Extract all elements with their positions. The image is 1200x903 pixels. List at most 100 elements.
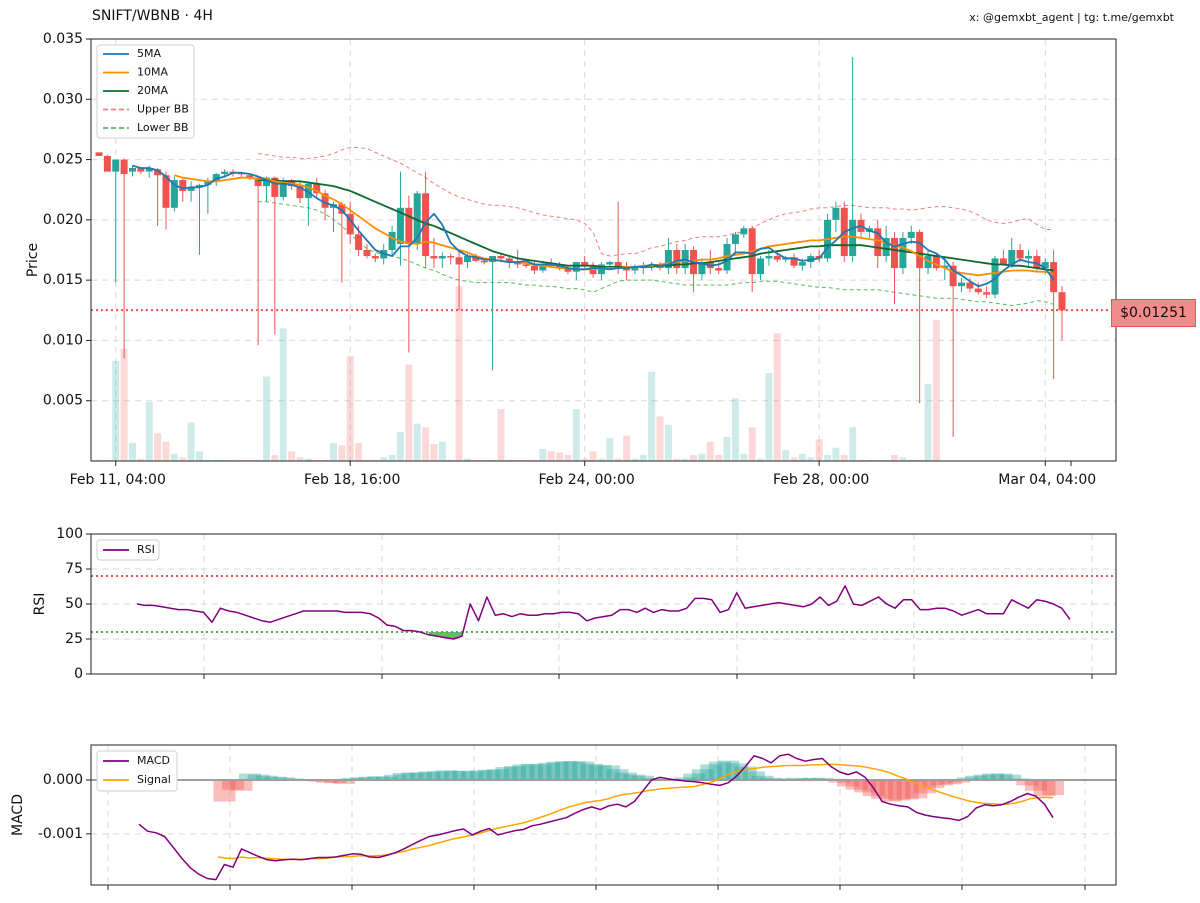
volume-bar (355, 442, 363, 461)
macd-histogram-bar (589, 764, 612, 780)
volume-bar (237, 459, 245, 461)
candle-body (731, 234, 739, 244)
macd-histogram-bar (990, 773, 1013, 780)
macd-histogram-bar (614, 772, 637, 780)
candle-body (673, 250, 681, 269)
macd-histogram-bar (930, 780, 953, 786)
candle-body (698, 262, 706, 275)
macd-panel-bg (91, 745, 1116, 885)
volume-bar (170, 453, 178, 461)
candle-body (1016, 250, 1024, 259)
macd-histogram-bar (965, 775, 988, 780)
volume-bar (212, 459, 220, 461)
volume-bar (179, 457, 187, 461)
volume-bar (882, 459, 890, 461)
candle-body (145, 168, 153, 172)
volume-bar (589, 451, 597, 461)
volume-bar (840, 454, 848, 461)
macd-histogram-bar (743, 771, 766, 780)
macd-histogram-bar (358, 776, 381, 780)
candle-body (991, 258, 999, 295)
candle-body (254, 177, 262, 187)
rsi-ytick-label: 0 (74, 666, 83, 682)
volume-bar (405, 364, 413, 461)
macd-histogram-bar (683, 773, 706, 780)
candle-body (790, 257, 798, 266)
candle-body (882, 237, 890, 257)
volume-bar (288, 451, 296, 461)
volume-bar (798, 453, 806, 461)
volume-bar (388, 454, 396, 461)
macd-histogram-bar (392, 773, 415, 780)
macd-histogram-bar (879, 780, 902, 802)
volume-bar (899, 457, 907, 461)
candle-body (313, 183, 321, 194)
volume-bar (673, 458, 681, 461)
macd-histogram-bar (401, 772, 424, 780)
candle-body (95, 152, 103, 156)
candle-body (413, 193, 421, 244)
macd-histogram-bar (452, 770, 475, 780)
candle-body (1008, 250, 1016, 265)
candle-body (539, 264, 547, 271)
volume-bar (547, 451, 555, 461)
candle-body (179, 180, 187, 191)
macd-panel-frame (90, 744, 1117, 886)
candle-body (522, 264, 530, 266)
candle-body (497, 256, 505, 259)
candle-body (455, 257, 463, 265)
macd-histogram-bar (409, 772, 432, 780)
volume-bar (505, 459, 513, 461)
candle-body (447, 256, 455, 258)
volume-bar (865, 459, 873, 461)
candle-body (891, 237, 899, 269)
macd-histogram-bar (811, 777, 834, 780)
ma20-line (258, 179, 1054, 272)
macd-histogram-bar (247, 774, 270, 780)
macd-histogram-bar (230, 780, 253, 791)
volume-bar (715, 454, 723, 461)
macd-histogram-bar (546, 761, 569, 780)
candle-body (623, 268, 631, 271)
macd-histogram-bar (367, 776, 390, 780)
legend-label: MACD (137, 754, 170, 767)
volume-bar (128, 442, 136, 461)
macd-histogram-bar (939, 780, 962, 785)
macd-histogram-bar (896, 780, 919, 800)
candle-body (556, 265, 564, 269)
candle-body (631, 268, 639, 271)
candle-body (1058, 292, 1066, 311)
candle-body (941, 265, 949, 269)
volume-bar (832, 447, 840, 461)
legend-label: 20MA (137, 84, 168, 97)
macd-histogram-bar (631, 775, 654, 780)
candle-body (581, 262, 589, 266)
candle-body (1050, 262, 1058, 293)
volume-bar (221, 459, 229, 461)
volume-bar (773, 333, 781, 461)
candle-body (932, 256, 940, 269)
macd-histogram-bar (256, 775, 279, 780)
candle-body (505, 258, 513, 263)
volume-bar (204, 459, 212, 461)
candle-body (572, 262, 580, 272)
macd-histogram-bar (572, 761, 595, 780)
volume-bar (103, 459, 111, 461)
volume-bar (145, 401, 153, 461)
volume-bar (731, 398, 739, 461)
macd-histogram-bar (239, 773, 262, 780)
candle-body (999, 258, 1007, 265)
candle-body (371, 256, 379, 259)
price-panel-frame (90, 38, 1117, 462)
volume-bar (112, 360, 120, 461)
candle-body (195, 184, 203, 188)
rsi-ytick-label: 50 (65, 596, 83, 612)
volume-bar (304, 458, 312, 461)
macd-ytick-label: -0.001 (38, 826, 83, 842)
macd-histogram-bar (486, 769, 509, 780)
macd-histogram-bar (469, 770, 492, 780)
candle-body (321, 193, 329, 208)
candle-body (463, 256, 471, 263)
macd-histogram-bar (760, 777, 783, 780)
